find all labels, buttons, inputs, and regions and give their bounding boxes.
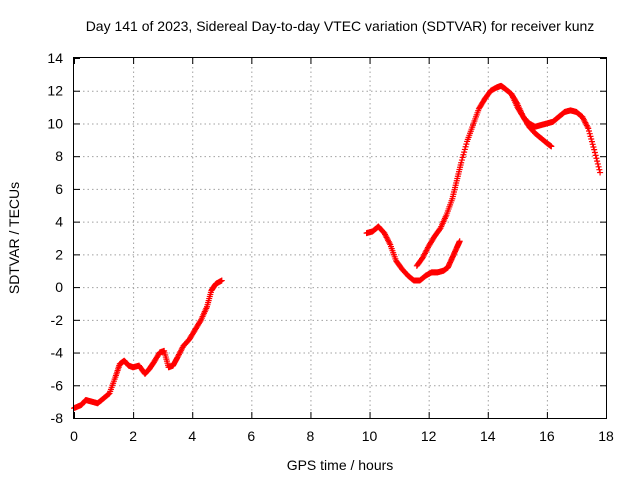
data-point [460,151,467,158]
y-tick-label: -8 [51,410,64,426]
data-point [592,152,599,159]
chart-title: Day 141 of 2023, Sidereal Day-to-day VTE… [86,18,595,34]
plot-frame [73,57,607,419]
x-tick-label: 0 [70,428,78,444]
axis-ticks [74,58,607,419]
data-point [218,277,225,284]
y-tick-label: -4 [51,345,64,361]
y-tick-label: 6 [55,181,63,197]
data-point [461,146,468,153]
series-afternoon-segment [413,82,604,269]
x-tick-label: 14 [480,428,496,444]
data-point [586,130,593,137]
data-point [458,159,465,166]
grid [74,58,606,418]
data-point [463,141,470,148]
x-tick-label: 2 [129,428,137,444]
x-tick-labels: 0 2 4 6 8 10 12 14 16 18 [70,428,614,444]
series-early-segment [71,277,225,412]
data-point [588,136,595,142]
data-point [597,169,604,176]
x-axis-title: GPS time / hours [287,457,394,473]
data-point [593,155,600,162]
y-axis-title: SDTVAR / TECUs [6,182,22,294]
x-tick-label: 8 [307,428,315,444]
data-point [462,143,469,150]
x-tick-label: 10 [362,428,378,444]
data-point [456,238,463,245]
x-tick-label: 4 [188,428,196,444]
series-late-branch [508,91,555,150]
data-series [71,82,604,412]
y-tick-label: 14 [47,50,63,66]
data-point [461,149,468,156]
y-tick-label: 2 [55,246,63,262]
data-point [587,133,594,140]
data-point [591,149,598,156]
data-point [548,143,555,150]
y-tick-label: 8 [55,148,63,164]
data-point [585,125,592,132]
data-point [459,154,466,161]
data-point [589,141,596,148]
data-point [595,163,602,170]
y-tick-label: 10 [47,115,63,131]
y-tick-label: -6 [51,377,64,393]
y-tick-label: 12 [47,83,63,99]
data-point [588,138,595,145]
x-tick-label: 18 [598,428,614,444]
data-point [586,128,593,135]
y-tick-labels: 14 12 10 8 6 4 2 0 -2 -4 -6 -8 [47,50,63,426]
data-point [596,166,603,173]
data-point [594,160,601,167]
x-tick-label: 16 [539,428,555,444]
data-point [591,146,598,153]
data-point [594,158,601,165]
x-tick-label: 6 [247,428,255,444]
y-tick-label: 0 [55,279,63,295]
data-point [458,157,465,164]
x-tick-label: 12 [421,428,437,444]
y-tick-label: -2 [51,312,64,328]
series-midday-segment [363,223,463,284]
data-point [590,143,597,150]
y-tick-label: 4 [55,214,63,230]
